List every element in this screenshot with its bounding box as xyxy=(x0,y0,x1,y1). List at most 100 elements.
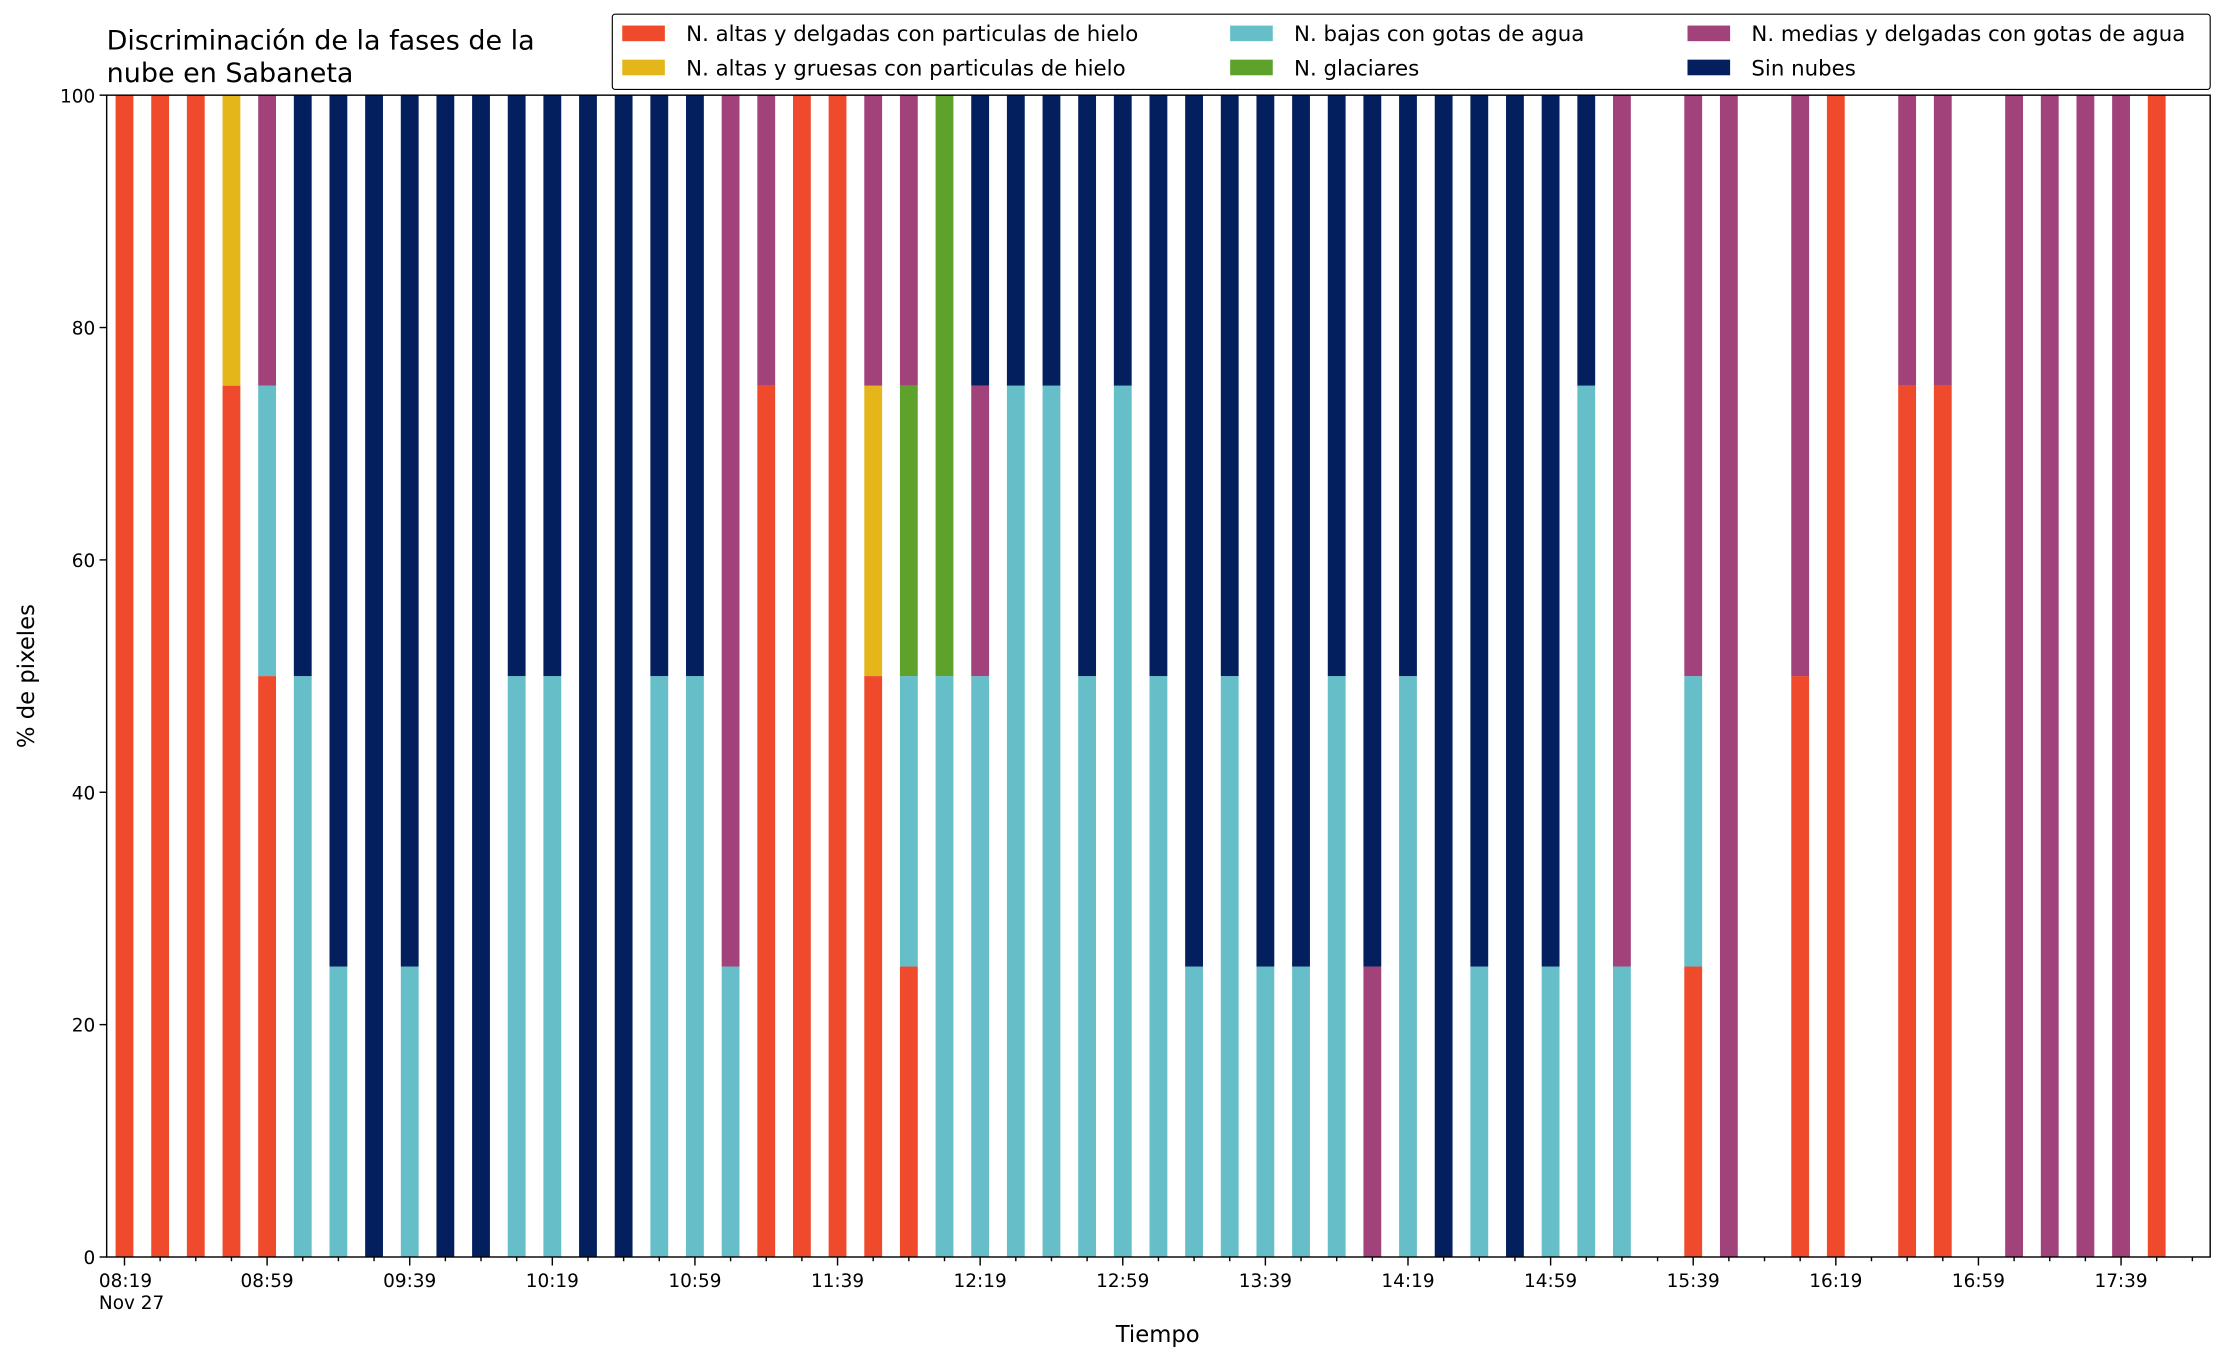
legend-label: N. altas y delgadas con particulas de hi… xyxy=(686,22,1138,47)
bar-segment xyxy=(436,95,455,1257)
bar-segment xyxy=(899,95,918,386)
x-tick-label: 12:59 xyxy=(1096,1271,1149,1292)
x-tick-label: 16:19 xyxy=(1809,1271,1862,1292)
bar-segment xyxy=(507,95,526,677)
bar-segment xyxy=(1399,676,1417,1257)
bar-segment xyxy=(899,676,918,967)
y-tick-label: 100 xyxy=(60,86,95,107)
bar-segment xyxy=(1826,95,1845,1257)
x-tick-label: 12:19 xyxy=(954,1271,1007,1292)
bar-segment xyxy=(614,95,633,1257)
bar-segment xyxy=(258,95,277,386)
bar-segment xyxy=(1292,95,1310,967)
bar-segment xyxy=(151,95,170,1257)
bar-segment xyxy=(1470,95,1489,967)
legend-label: N. medias y delgadas con gotas de agua xyxy=(1751,22,2185,47)
x-tick-label: 09:39 xyxy=(383,1271,436,1292)
bar-segment xyxy=(971,385,990,677)
bar-segment xyxy=(1612,95,1631,967)
bar-segment xyxy=(1898,95,1917,386)
legend-swatch xyxy=(1687,59,1731,76)
bar-segment xyxy=(721,966,740,1257)
bar-segment xyxy=(115,95,134,1257)
bar-segment xyxy=(1541,95,1560,967)
bar-segment xyxy=(1612,966,1631,1257)
bar-segment xyxy=(365,95,383,1257)
bar-segment xyxy=(1042,95,1061,386)
bar-segment xyxy=(1256,966,1275,1257)
bar-segment xyxy=(1684,676,1703,967)
bar-segment xyxy=(935,95,954,677)
legend-swatch xyxy=(1230,59,1273,76)
bar-segment xyxy=(1149,676,1168,1257)
bar-segment xyxy=(1434,95,1453,1257)
bar-segment xyxy=(650,676,669,1257)
bar-segment xyxy=(864,95,883,386)
bar-segment xyxy=(1113,95,1132,386)
y-tick-label: 20 xyxy=(72,1016,95,1037)
bar-segment xyxy=(400,95,419,967)
bar-segment xyxy=(258,676,277,1257)
bar-segment xyxy=(2147,95,2166,1257)
x-tick-label: 15:39 xyxy=(1667,1271,1720,1292)
bar-segment xyxy=(1791,95,1810,677)
bar-segment xyxy=(1577,95,1596,386)
chart-title: Discriminación de la fases de la nube en … xyxy=(107,26,535,89)
bar-segment xyxy=(1078,676,1097,1257)
bar-segment xyxy=(1220,676,1239,1257)
bar-segment xyxy=(971,95,990,386)
bar-segment xyxy=(686,676,704,1257)
bar-segment xyxy=(1006,385,1025,1257)
x-tick-label: 16:59 xyxy=(1952,1271,2005,1292)
legend-label: N. bajas con gotas de agua xyxy=(1294,22,1584,47)
bar-segment xyxy=(222,95,241,386)
x-tick-label: 10:59 xyxy=(668,1271,721,1292)
bar-segment xyxy=(1149,95,1168,677)
bar-segment xyxy=(792,95,811,1257)
legend-label: Sin nubes xyxy=(1751,56,1855,81)
bar-segment xyxy=(899,385,918,677)
y-tick-label: 60 xyxy=(72,551,95,572)
y-tick-label: 40 xyxy=(72,783,95,804)
bar-segment xyxy=(899,966,918,1257)
y-axis-label: % de pixeles xyxy=(14,604,40,748)
bar-segment xyxy=(1719,95,1738,1257)
bar-segment xyxy=(293,676,312,1257)
bar-segment xyxy=(1292,966,1310,1257)
bar-segment xyxy=(1933,95,1952,386)
bar-segment xyxy=(507,676,526,1257)
bar-segment xyxy=(186,95,205,1257)
bar-segment xyxy=(258,385,277,677)
bar-segment xyxy=(1577,385,1596,1257)
bar-segment xyxy=(1791,676,1810,1257)
bar-segment xyxy=(1327,95,1346,677)
x-tick-label: 08:19 Nov 27 xyxy=(99,1271,164,1314)
bar-segment xyxy=(1006,95,1025,386)
bar-segment xyxy=(650,95,669,677)
bar-segment xyxy=(864,676,883,1257)
bar-segment xyxy=(1363,95,1382,967)
y-tick-label: 0 xyxy=(84,1248,96,1269)
bar-segment xyxy=(1220,95,1239,677)
bar-segment xyxy=(1185,966,1203,1257)
legend-box xyxy=(611,13,2211,91)
bar-segment xyxy=(543,676,562,1257)
bar-segment xyxy=(293,95,312,677)
bar-segment xyxy=(543,95,562,677)
bar-segment xyxy=(935,676,954,1257)
bar-segment xyxy=(579,95,597,1257)
bar-segment xyxy=(971,676,990,1257)
x-tick-label: 08:59 xyxy=(241,1271,294,1292)
bar-segment xyxy=(828,95,847,1257)
x-tick-label: 11:39 xyxy=(811,1271,864,1292)
legend-swatch xyxy=(1687,25,1731,42)
legend-swatch xyxy=(1230,25,1273,42)
x-tick-label: 13:39 xyxy=(1239,1271,1292,1292)
bar-segment xyxy=(1470,966,1489,1257)
x-tick-label: 14:59 xyxy=(1524,1271,1577,1292)
bar-segment xyxy=(2005,95,2024,1257)
x-axis-label: Tiempo xyxy=(1115,1322,1200,1348)
legend-swatch xyxy=(622,25,665,42)
bar-segment xyxy=(1933,385,1952,1257)
